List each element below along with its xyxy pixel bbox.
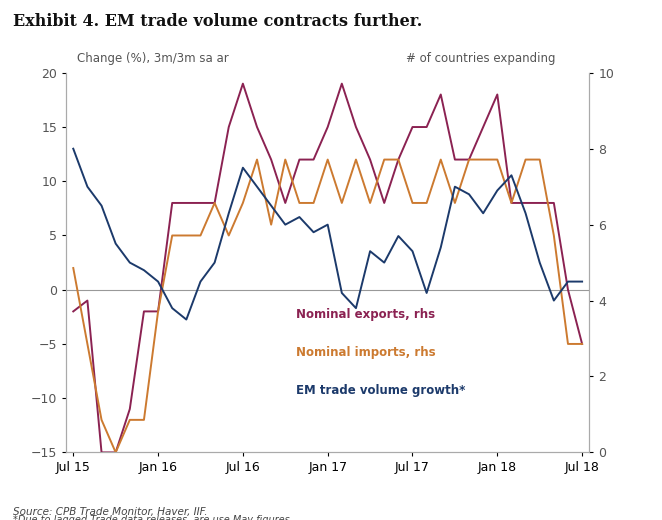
Text: Nominal imports, rhs: Nominal imports, rhs (297, 346, 436, 359)
Text: *Due to lagged Trade data releases, are use May figures: *Due to lagged Trade data releases, are … (13, 515, 290, 520)
Text: # of countries expanding: # of countries expanding (406, 52, 555, 65)
Text: Source: CPB Trade Monitor, Haver, IIF.: Source: CPB Trade Monitor, Haver, IIF. (13, 507, 208, 517)
Text: Change (%), 3m/3m sa ar: Change (%), 3m/3m sa ar (77, 52, 228, 65)
Text: Nominal exports, rhs: Nominal exports, rhs (297, 308, 436, 321)
Text: EM trade volume growth*: EM trade volume growth* (297, 384, 465, 397)
Text: Exhibit 4. EM trade volume contracts further.: Exhibit 4. EM trade volume contracts fur… (13, 13, 422, 30)
